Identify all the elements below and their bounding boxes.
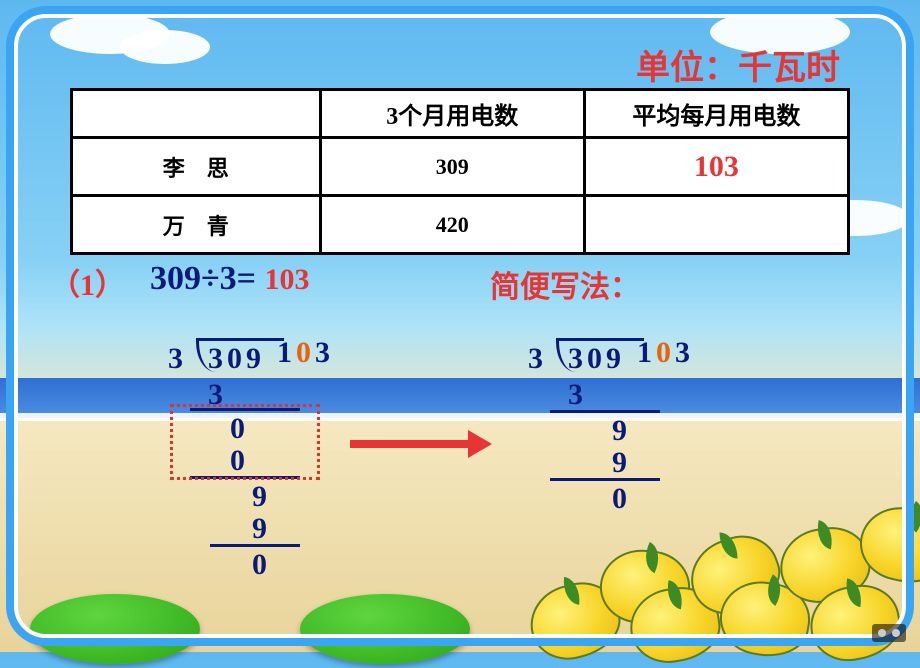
col-name-header [72,90,321,138]
cloud-deco [120,30,210,64]
cell-avg [584,196,848,254]
col-avg-header: 平均每月用电数 [584,90,848,138]
table-header-row: 3个月用电数 平均每月用电数 [72,90,849,138]
unit-label: 单位：千瓦时 [636,40,840,89]
cell-name: 万 青 [72,196,321,254]
problem-index: （1） [50,260,125,304]
problem-equation: 309÷3= 103 [150,260,310,298]
shortcut-label: 简便写法： [490,262,640,306]
table-row: 万 青 420 [72,196,849,254]
cell-3month: 309 [320,138,584,196]
nav-button-right[interactable] [300,594,470,664]
cell-name: 李 思 [72,138,321,196]
table-row: 李 思 309 103 [72,138,849,196]
long-division-full: 103 3 309 3 0 0 9 9 0 [150,308,370,628]
long-division-short: 103 3 309 3 9 9 0 [510,308,730,588]
nav-button-left[interactable] [30,594,200,664]
sea-deco [0,378,920,418]
arrow-icon [350,440,470,448]
dotted-highlight [170,404,320,480]
usage-table: 3个月用电数 平均每月用电数 李 思 309 103 万 青 420 [70,88,850,255]
sea-foam-deco [0,413,920,421]
col-3month-header: 3个月用电数 [320,90,584,138]
cell-avg: 103 [584,138,848,196]
cell-3month: 420 [320,196,584,254]
